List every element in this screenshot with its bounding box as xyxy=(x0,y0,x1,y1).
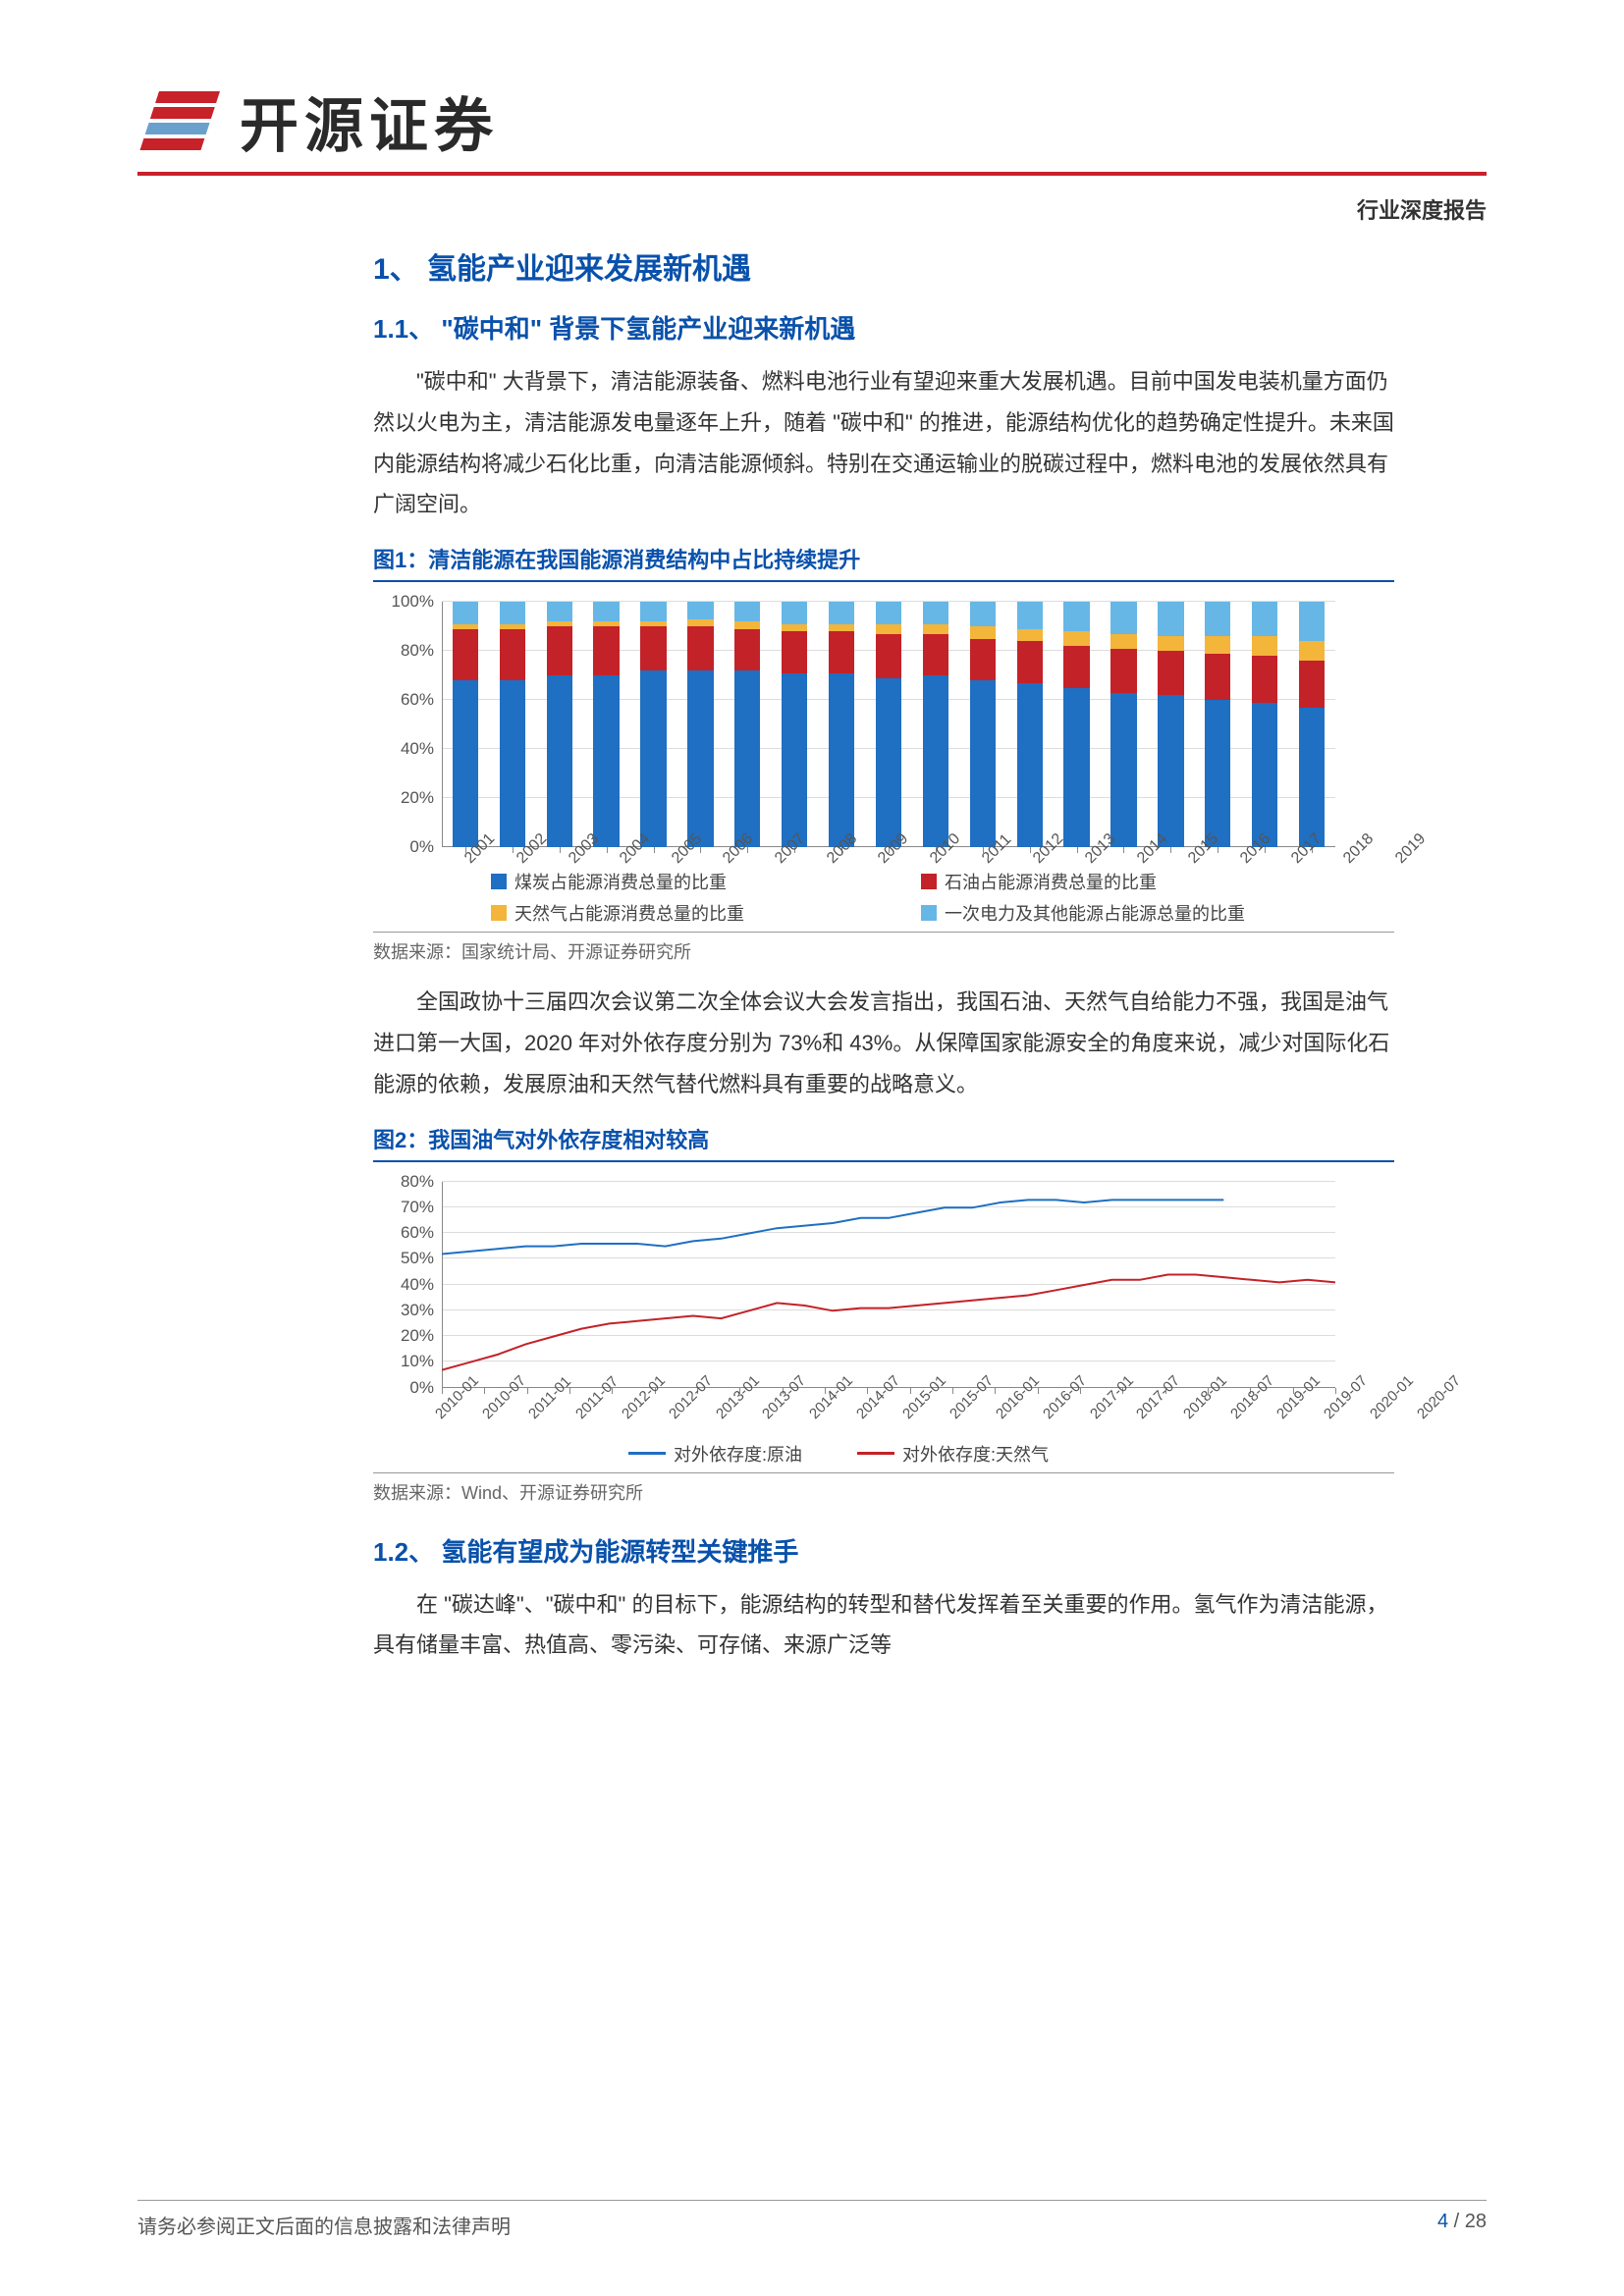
logo-text: 开源证券 xyxy=(240,79,499,164)
footer-page: 4 / 28 xyxy=(1437,2211,1487,2239)
figure2-source: 数据来源：Wind、开源证券研究所 xyxy=(373,1472,1394,1505)
figure1-chart: 0%20%40%60%80%100% 煤炭占能源消费总量的比重石油占能源消费总量… xyxy=(373,592,1355,926)
main-content: 1、 氢能产业迎来发展新机遇 1.1、 "碳中和" 背景下氢能产业迎来新机遇 "… xyxy=(373,244,1394,1666)
header-rule xyxy=(137,172,1487,176)
doc-type: 行业深度报告 xyxy=(137,193,1487,225)
figure1-rule xyxy=(373,580,1394,582)
footer: 请务必参阅正文后面的信息披露和法律声明 4 / 28 xyxy=(137,2200,1487,2239)
figure2-title: 图2：我国油气对外依存度相对较高 xyxy=(373,1123,1394,1154)
figure1-title: 图1：清洁能源在我国能源消费结构中占比持续提升 xyxy=(373,543,1394,574)
logo-icon xyxy=(137,91,222,152)
heading-1: 1、 氢能产业迎来发展新机遇 xyxy=(373,244,1394,288)
figure1-source: 数据来源：国家统计局、开源证券研究所 xyxy=(373,932,1394,964)
paragraph-1: "碳中和" 大背景下，清洁能源装备、燃料电池行业有望迎来重大发展机遇。目前中国发… xyxy=(373,361,1394,525)
paragraph-3: 在 "碳达峰"、"碳中和" 的目标下，能源结构的转型和替代发挥着至关重要的作用。… xyxy=(373,1584,1394,1667)
footer-disclaimer: 请务必参阅正文后面的信息披露和法律声明 xyxy=(137,2211,511,2239)
paragraph-2: 全国政协十三届四次会议第二次全体会议大会发言指出，我国石油、天然气自给能力不强，… xyxy=(373,982,1394,1104)
figure2-chart: 0%10%20%30%40%50%60%70%80% 对外依存度:原油对外依存度… xyxy=(373,1172,1355,1467)
logo: 开源证券 xyxy=(137,79,1487,164)
figure2-rule xyxy=(373,1160,1394,1162)
heading-1-1: 1.1、 "碳中和" 背景下氢能产业迎来新机遇 xyxy=(373,309,1394,346)
heading-1-2: 1.2、 氢能有望成为能源转型关键推手 xyxy=(373,1532,1394,1569)
